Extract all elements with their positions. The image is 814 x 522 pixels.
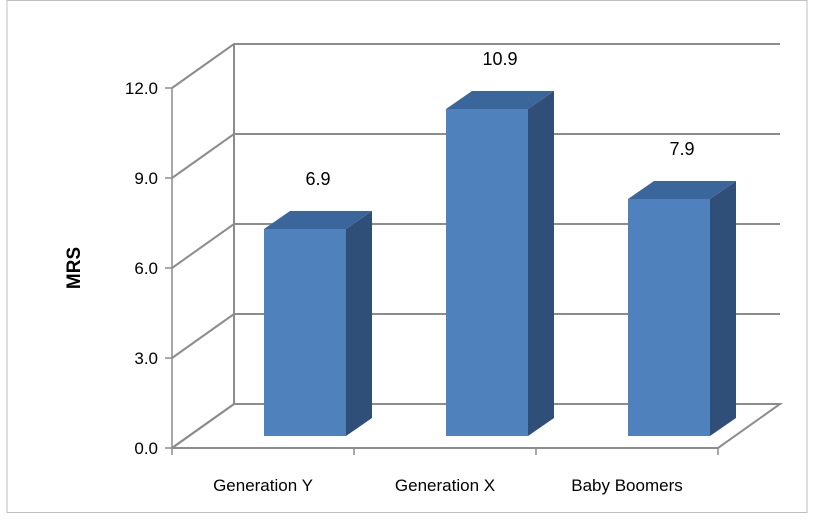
- bars: [264, 91, 736, 436]
- bar-top: [264, 211, 372, 229]
- data-label: 7.9: [669, 139, 694, 159]
- axes: [165, 87, 719, 455]
- bar: [446, 91, 554, 436]
- bar-front: [264, 229, 346, 436]
- bar-top: [628, 181, 736, 199]
- bar: [264, 211, 372, 436]
- bar-front: [628, 199, 710, 436]
- y-tick-label: 6.0: [134, 259, 158, 278]
- y-tick-label: 12.0: [125, 79, 158, 98]
- bar-side: [528, 91, 554, 436]
- y-tick-label: 0.0: [134, 439, 158, 458]
- x-tick-label: Baby Boomers: [571, 476, 683, 495]
- data-label: 6.9: [305, 169, 330, 189]
- bar-side: [710, 181, 736, 436]
- x-tick-label: Generation Y: [213, 476, 313, 495]
- y-tick-label: 9.0: [134, 169, 158, 188]
- labels: 0.0 3.0 6.0 9.0 12.0 6.9 Generation Y 10.9 Gener…: [125, 49, 695, 495]
- data-label: 10.9: [482, 49, 517, 69]
- bar-side: [346, 211, 372, 436]
- bar: [628, 181, 736, 436]
- x-tick-label: Generation X: [395, 476, 495, 495]
- bar-front: [446, 109, 528, 436]
- y-axis-title: MRS: [64, 247, 85, 289]
- bar-top: [446, 91, 554, 109]
- y-tick-label: 3.0: [134, 349, 158, 368]
